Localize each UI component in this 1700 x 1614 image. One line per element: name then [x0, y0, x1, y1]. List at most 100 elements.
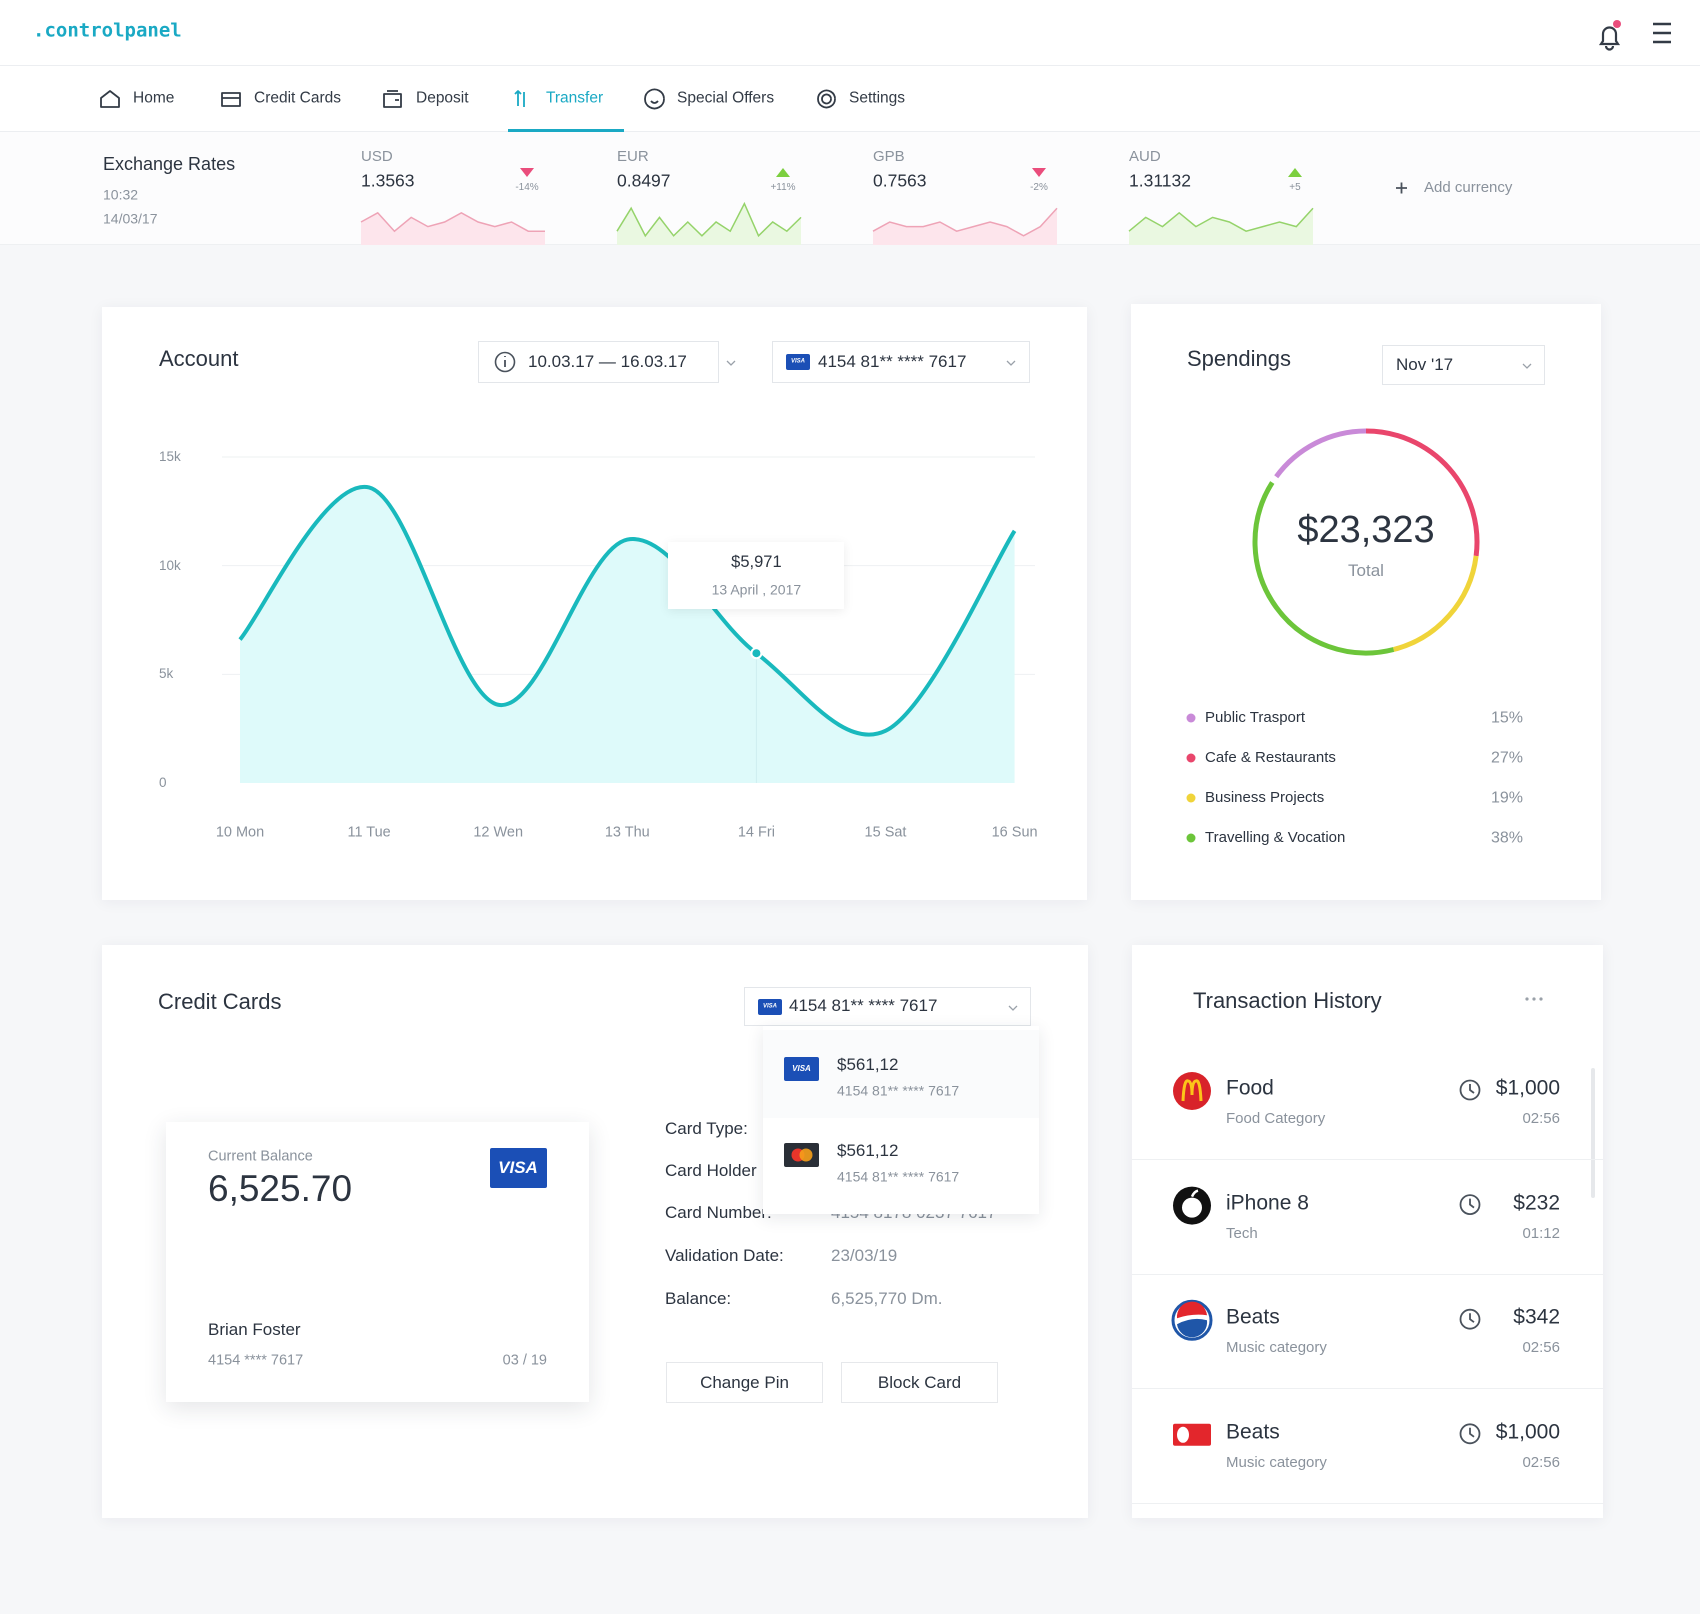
- sparkline-area: [1129, 208, 1313, 245]
- visa-icon-text: VISA: [790, 358, 806, 365]
- clock-icon: [1459, 1079, 1481, 1101]
- action-button[interactable]: [841, 1362, 998, 1403]
- spendings-card: [1131, 304, 1601, 900]
- legend-percent: 38%: [1490, 829, 1523, 847]
- trend-indicator: [520, 168, 534, 177]
- sparkline: [616, 201, 802, 238]
- bell-icon: [1598, 26, 1621, 51]
- exchange-date: 14/03/17: [103, 210, 158, 227]
- action-button-label: Block Card: [877, 1372, 962, 1392]
- nav-label: Settings: [849, 89, 906, 107]
- visa-icon: [784, 1057, 819, 1081]
- clock-hands: [1469, 1313, 1475, 1323]
- card-number: 4154 **** 7617: [208, 1352, 304, 1369]
- card-dropdown[interactable]: [772, 341, 1030, 383]
- currency-change: +5: [1289, 182, 1301, 193]
- mastercard-icon: [784, 1143, 819, 1167]
- transaction-time: 02:56: [1522, 1110, 1560, 1127]
- notifications-button[interactable]: [1596, 20, 1622, 48]
- spendings-title: Spendings: [1187, 345, 1291, 371]
- currency-change: +11%: [770, 182, 796, 193]
- card-dropdown-text: 4154 81** **** 7617: [818, 351, 967, 371]
- action-button[interactable]: [666, 1362, 823, 1403]
- legend-percent: 15%: [1490, 709, 1523, 727]
- transaction-time: 01:12: [1522, 1224, 1560, 1242]
- brand-icon-mark: [1176, 1301, 1207, 1319]
- trend-indicator: [776, 168, 790, 177]
- detail-value: 23/03/19: [831, 1245, 898, 1265]
- brand-icon-mark: [1177, 1426, 1189, 1443]
- balance-value: 6,525.70: [208, 1167, 353, 1209]
- card-expiry: 03 / 19: [502, 1352, 547, 1369]
- nav-label: Deposit: [416, 89, 469, 107]
- x-tick-label: 11 Tue: [347, 824, 391, 841]
- transaction-name: Beats: [1226, 1305, 1280, 1329]
- x-tick-label: 14 Fri: [737, 824, 775, 841]
- month-text: Nov '17: [1396, 354, 1454, 374]
- y-tick-label: 15k: [159, 448, 181, 464]
- add-currency-button[interactable]: Add currency: [1424, 179, 1513, 196]
- header-bar: [0, 0, 1700, 66]
- card-select-text: 4154 81** **** 7617: [789, 995, 938, 1015]
- tooltip: [668, 542, 845, 609]
- visa-icon-text: VISA: [762, 1003, 778, 1010]
- trend-indicator: [1288, 168, 1302, 177]
- clock-hands: [1469, 1198, 1475, 1209]
- menu-amount: $561,12: [837, 1054, 899, 1074]
- nav-icon: [100, 90, 120, 108]
- donut-segment: [1392, 555, 1479, 652]
- transaction-category: Music category: [1226, 1339, 1327, 1357]
- currency-change: -2%: [1030, 182, 1048, 193]
- nav-active-underline: [508, 129, 624, 132]
- account-title: Account: [159, 345, 239, 371]
- y-tick-label: 0: [159, 774, 167, 790]
- row-divider: [1132, 1273, 1603, 1275]
- row-divider: [1132, 1388, 1603, 1390]
- more-dot: [1532, 997, 1536, 1001]
- exchange-bar: [0, 132, 1700, 245]
- clock-icon: [1459, 1423, 1481, 1445]
- legend-percent: 19%: [1490, 789, 1523, 807]
- brand-icon-mark: [1177, 1318, 1208, 1338]
- trend-indicator: [1032, 168, 1046, 177]
- currency-rate: 0.8497: [617, 170, 671, 191]
- nav-icon: [514, 90, 525, 107]
- legend-dot: [1186, 833, 1196, 843]
- currency-code: AUD: [1129, 148, 1161, 165]
- donut-segment: [1274, 428, 1367, 479]
- menu-number: 4154 81** **** 7617: [837, 1082, 960, 1099]
- currency-rate: 0.7563: [873, 170, 927, 191]
- tooltip-value: $5,971: [731, 553, 782, 572]
- nav-label: Transfer: [546, 89, 604, 107]
- legend-label: Public Trasport: [1205, 709, 1306, 726]
- x-tick-label: 10 Mon: [215, 824, 265, 841]
- info-icon: [494, 351, 516, 373]
- transactions-title: Transaction History: [1193, 987, 1382, 1013]
- transactions-card: [1132, 945, 1603, 1518]
- donut-segment: [1365, 428, 1480, 557]
- currency-change: -14%: [515, 182, 539, 193]
- currency-rate: 1.3563: [361, 170, 415, 191]
- x-tick-label: 15 Sat: [864, 824, 907, 841]
- transaction-amount: $232: [1513, 1191, 1560, 1214]
- date-range-dropdown[interactable]: [478, 341, 719, 383]
- scrollbar: [1591, 1068, 1595, 1198]
- brand-icon-mark: [1182, 1197, 1202, 1218]
- visa-badge: [490, 1148, 547, 1188]
- logo: .controlpanel: [33, 19, 182, 42]
- nav-bar: [0, 66, 1700, 132]
- currency-code: GPB: [873, 148, 905, 165]
- detail-label: Card Type:: [665, 1118, 748, 1138]
- detail-label: Card Number:: [665, 1202, 772, 1222]
- card-select-dropdown[interactable]: [744, 987, 1031, 1026]
- sparkline: [872, 207, 1058, 237]
- nav-label: Special Offers: [677, 89, 775, 107]
- transaction-time: 02:56: [1522, 1453, 1560, 1471]
- visa-badge-text: VISA: [498, 1157, 538, 1177]
- x-tick-label: 16 Sun: [991, 824, 1038, 841]
- more-button[interactable]: [1520, 990, 1550, 1010]
- sparkline: [360, 211, 545, 233]
- menu-button[interactable]: [1650, 20, 1676, 46]
- nav-icon: [644, 88, 665, 110]
- month-dropdown[interactable]: [1382, 345, 1545, 385]
